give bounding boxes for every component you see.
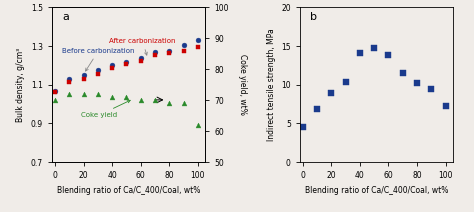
Text: After carbonization: After carbonization — [109, 38, 176, 55]
Y-axis label: Indirect tensile strength, MPa: Indirect tensile strength, MPa — [266, 28, 275, 141]
X-axis label: Blending ratio of Ca/C_400/Coal, wt%: Blending ratio of Ca/C_400/Coal, wt% — [305, 186, 448, 195]
Text: Coke yield: Coke yield — [81, 100, 130, 118]
Text: a: a — [63, 12, 70, 22]
Y-axis label: Coke yield, wt%: Coke yield, wt% — [238, 54, 247, 115]
Text: Before carbonization: Before carbonization — [62, 48, 135, 71]
Y-axis label: Bulk density, g/cm³: Bulk density, g/cm³ — [17, 48, 26, 122]
Text: b: b — [310, 12, 318, 22]
X-axis label: Blending ratio of Ca/C_400/Coal, wt%: Blending ratio of Ca/C_400/Coal, wt% — [57, 186, 200, 195]
